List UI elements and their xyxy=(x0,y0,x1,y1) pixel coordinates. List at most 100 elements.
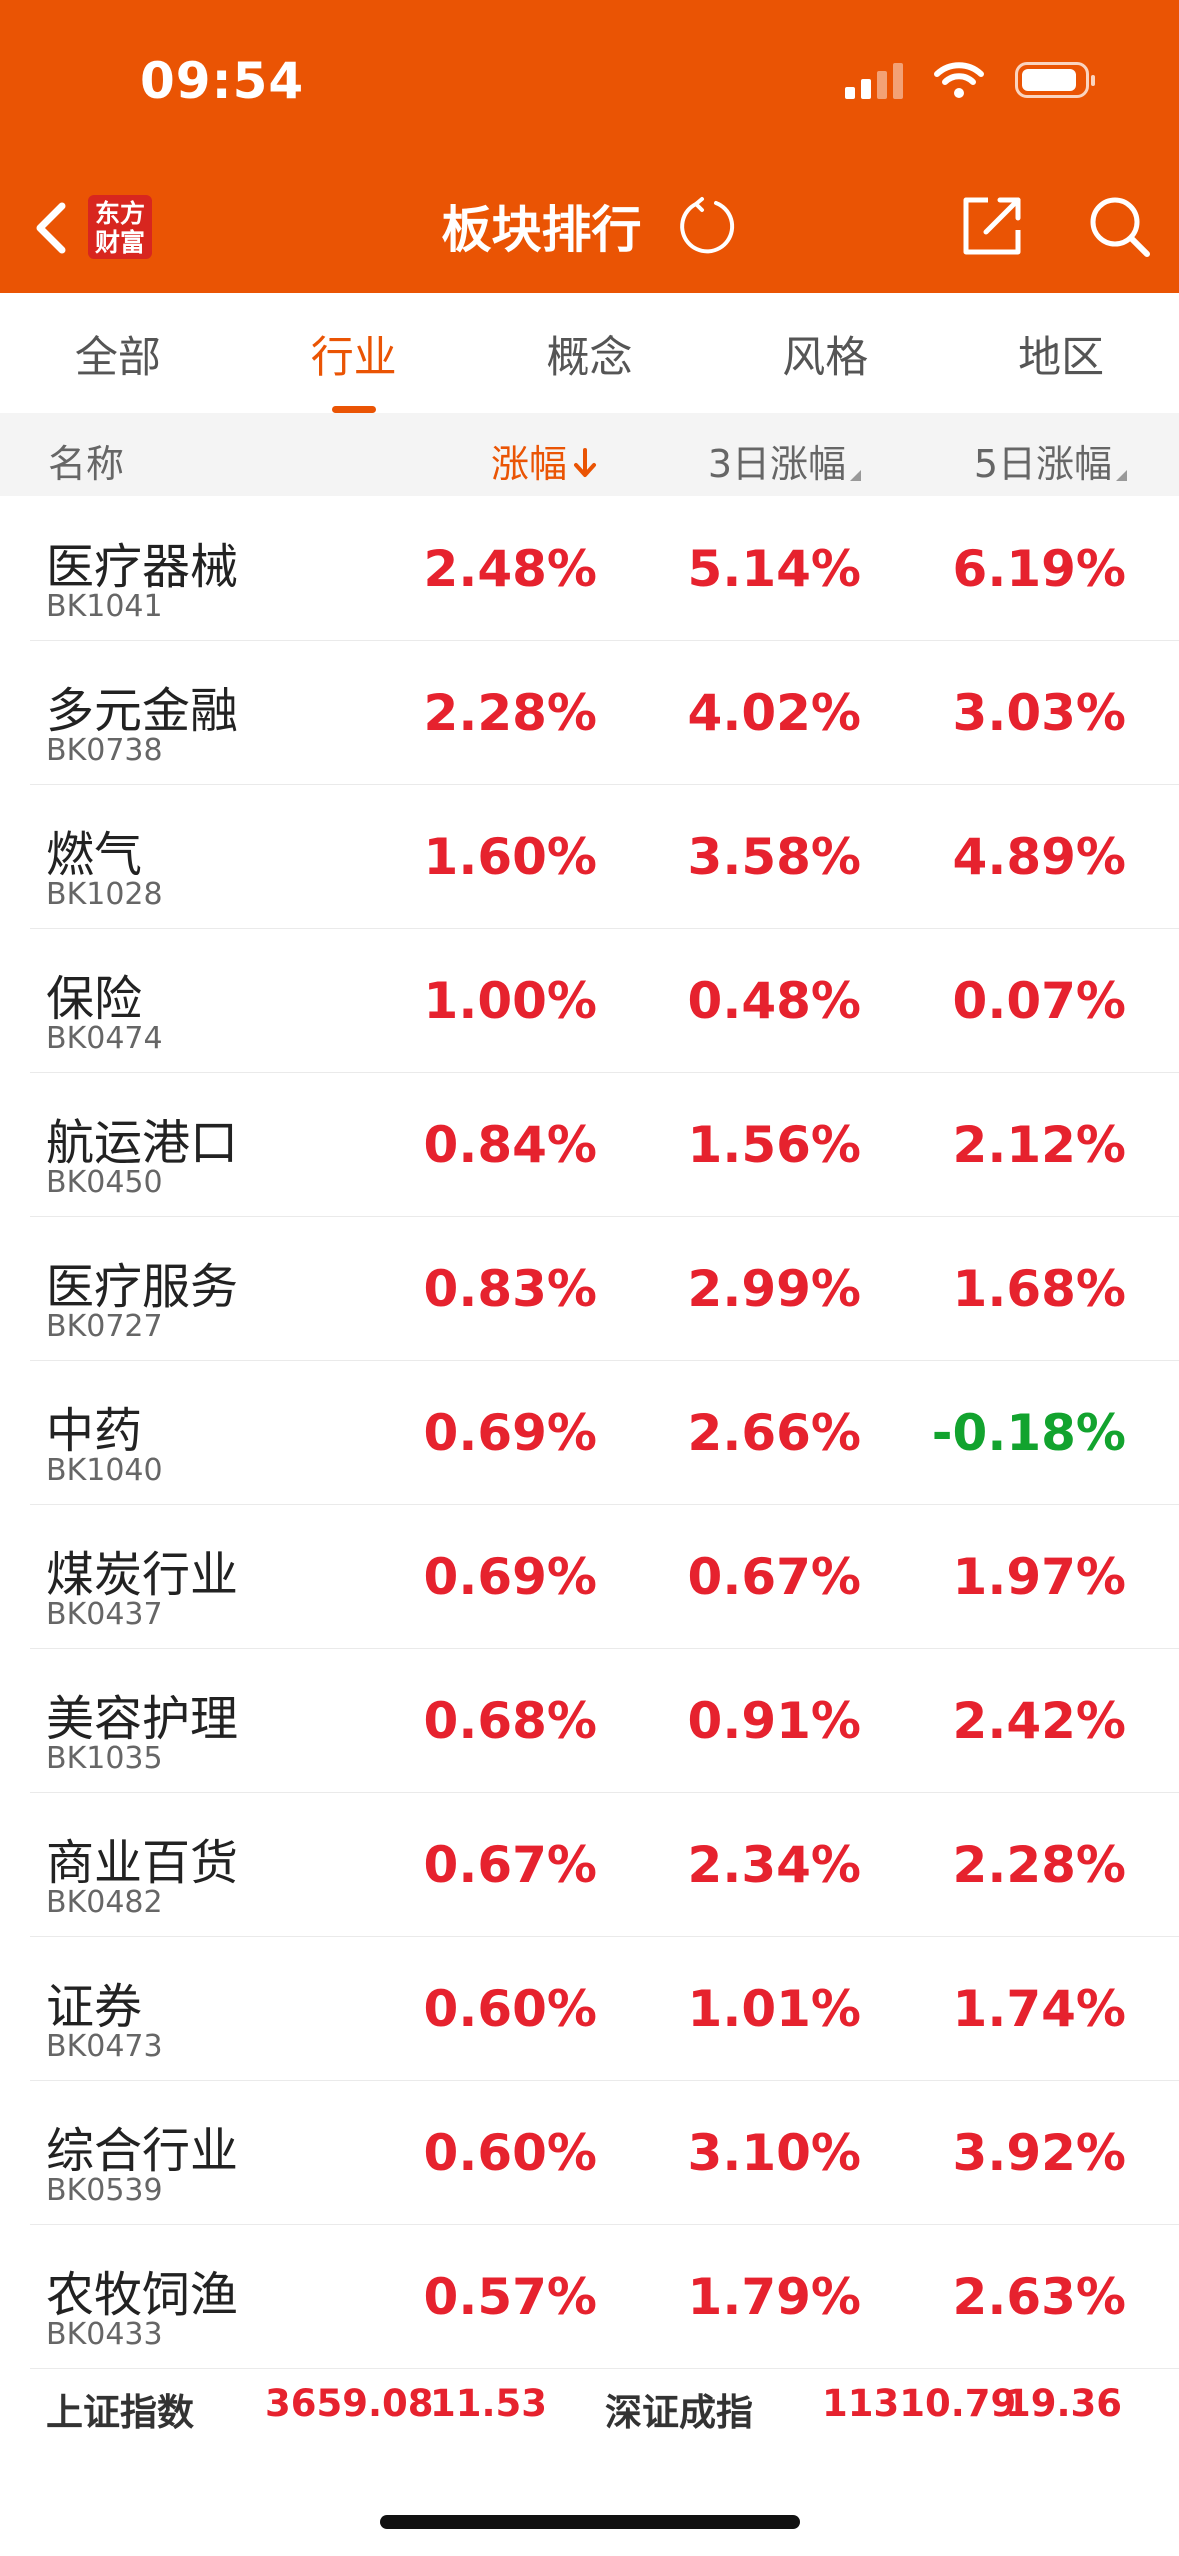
change-3d-value: 0.67% xyxy=(687,1548,861,1606)
column-3d-change-label: 3日涨幅 xyxy=(707,442,846,486)
change-value: 0.60% xyxy=(423,1980,597,2038)
sector-name: 医疗服务 xyxy=(46,1259,239,1315)
change-value: 0.67% xyxy=(423,1836,597,1894)
sector-code: BK0482 xyxy=(46,1885,163,1920)
sector-code: BK0474 xyxy=(46,1021,163,1056)
category-tabs: 全部 行业 概念 风格 地区 xyxy=(0,293,1179,413)
change-5d-value: 3.03% xyxy=(952,684,1126,742)
wifi-icon xyxy=(934,62,984,98)
app-logo[interactable]: 东方 财富 xyxy=(88,195,152,259)
table-row[interactable]: 综合行业 BK0539 0.60% 3.10% 3.92% xyxy=(0,2081,1179,2225)
sector-code: BK0437 xyxy=(46,1597,163,1632)
tab-style[interactable]: 风格 xyxy=(782,333,869,383)
change-value: 0.69% xyxy=(423,1404,597,1462)
column-header: 名称 涨幅 3日涨幅 5日涨幅 xyxy=(0,413,1179,496)
change-5d-value: 4.89% xyxy=(952,828,1126,886)
tab-all[interactable]: 全部 xyxy=(74,333,161,383)
change-5d-value: 2.42% xyxy=(952,1692,1126,1750)
sort-indicator-icon xyxy=(850,470,861,481)
change-value: 2.28% xyxy=(423,684,597,742)
change-value: 0.83% xyxy=(423,1260,597,1318)
sector-code: BK0473 xyxy=(46,2029,163,2064)
battery-icon xyxy=(1015,62,1095,98)
app-header: 09:54 东方 财富 板块排行 xyxy=(0,0,1179,293)
change-5d-value: -0.18% xyxy=(931,1404,1126,1462)
change-5d-value: 1.97% xyxy=(952,1548,1126,1606)
column-5d-change-header[interactable]: 5日涨幅 xyxy=(974,433,1127,488)
sector-code: BK0450 xyxy=(46,1165,163,1200)
sector-name: 多元金融 xyxy=(46,683,239,739)
table-row[interactable]: 燃气 BK1028 1.60% 3.58% 4.89% xyxy=(0,785,1179,929)
change-3d-value: 2.99% xyxy=(687,1260,861,1318)
change-3d-value: 2.34% xyxy=(687,1836,861,1894)
table-row[interactable]: 医疗器械 BK1041 2.48% 5.14% 6.19% xyxy=(0,497,1179,641)
sector-name: 农牧饲渔 xyxy=(46,2267,239,2323)
sector-name: 航运港口 xyxy=(46,1115,239,1171)
change-3d-value: 1.79% xyxy=(687,2268,861,2326)
sh-index-value: 3659.08 xyxy=(265,2382,434,2425)
refresh-icon[interactable] xyxy=(676,195,738,257)
table-row[interactable]: 航运港口 BK0450 0.84% 1.56% 2.12% xyxy=(0,1073,1179,1217)
change-5d-value: 0.07% xyxy=(952,972,1126,1030)
table-row[interactable]: 煤炭行业 BK0437 0.69% 0.67% 1.97% xyxy=(0,1505,1179,1649)
table-row[interactable]: 保险 BK0474 1.00% 0.48% 0.07% xyxy=(0,929,1179,1073)
sector-name: 中药 xyxy=(46,1403,143,1459)
sector-name: 保险 xyxy=(46,971,143,1027)
sort-down-icon xyxy=(574,448,596,477)
change-5d-value: 6.19% xyxy=(952,540,1126,598)
change-value: 0.60% xyxy=(423,2124,597,2182)
table-row[interactable]: 农牧饲渔 BK0433 0.57% 1.79% 2.63% xyxy=(0,2225,1179,2369)
table-row[interactable]: 美容护理 BK1035 0.68% 0.91% 2.42% xyxy=(0,1649,1179,1793)
sector-name: 综合行业 xyxy=(46,2123,239,2179)
change-value: 0.84% xyxy=(423,1116,597,1174)
sz-index-name: 深证成指 xyxy=(605,2391,753,2434)
table-row[interactable]: 证券 BK0473 0.60% 1.01% 1.74% xyxy=(0,1937,1179,2081)
column-change-header[interactable]: 涨幅 xyxy=(491,433,599,488)
change-5d-value: 2.63% xyxy=(952,2268,1126,2326)
tab-concept[interactable]: 概念 xyxy=(546,333,633,383)
table-row[interactable]: 多元金融 BK0738 2.28% 4.02% 3.03% xyxy=(0,641,1179,785)
change-5d-value: 2.28% xyxy=(952,1836,1126,1894)
back-icon[interactable] xyxy=(28,198,78,258)
sector-name: 商业百货 xyxy=(46,1835,239,1891)
sector-code: BK1041 xyxy=(46,589,163,624)
change-3d-value: 3.10% xyxy=(687,2124,861,2182)
index-ticker-bar[interactable]: 上证指数 3659.08 11.53 深证成指 11310.79 19.36 xyxy=(0,2370,1179,2440)
sh-index-name: 上证指数 xyxy=(46,2391,194,2434)
status-time: 09:54 xyxy=(140,52,305,110)
table-row[interactable]: 中药 BK1040 0.69% 2.66% -0.18% xyxy=(0,1361,1179,1505)
nav-title-bar: 板块排行 xyxy=(0,190,1179,262)
change-3d-value: 5.14% xyxy=(687,540,861,598)
change-3d-value: 1.01% xyxy=(687,1980,861,2038)
search-icon[interactable] xyxy=(1085,192,1155,262)
home-indicator[interactable] xyxy=(380,2515,800,2529)
sector-code: BK1035 xyxy=(46,1741,163,1776)
page-title: 板块排行 xyxy=(441,201,642,259)
table-row[interactable]: 医疗服务 BK0727 0.83% 2.99% 1.68% xyxy=(0,1217,1179,1361)
change-3d-value: 0.91% xyxy=(687,1692,861,1750)
change-3d-value: 2.66% xyxy=(687,1404,861,1462)
change-3d-value: 1.56% xyxy=(687,1116,861,1174)
sector-name: 美容护理 xyxy=(46,1691,239,1747)
sector-code: BK0738 xyxy=(46,733,163,768)
sector-name: 医疗器械 xyxy=(46,539,239,595)
table-row[interactable]: 商业百货 BK0482 0.67% 2.34% 2.28% xyxy=(0,1793,1179,1937)
tab-industry[interactable]: 行业 xyxy=(236,293,472,413)
sector-code: BK0539 xyxy=(46,2173,163,2208)
column-name-header: 名称 xyxy=(48,442,125,486)
change-3d-value: 3.58% xyxy=(687,828,861,886)
change-5d-value: 1.74% xyxy=(952,1980,1126,2038)
change-3d-value: 0.48% xyxy=(687,972,861,1030)
column-3d-change-header[interactable]: 3日涨幅 xyxy=(708,433,861,488)
tab-region[interactable]: 地区 xyxy=(1018,333,1105,383)
sz-index-value: 11310.79 xyxy=(822,2382,1017,2425)
column-5d-change-label: 5日涨幅 xyxy=(973,442,1112,486)
sector-name: 煤炭行业 xyxy=(46,1547,239,1603)
change-3d-value: 4.02% xyxy=(687,684,861,742)
sz-index-change: 19.36 xyxy=(1005,2382,1123,2425)
share-icon[interactable] xyxy=(958,192,1026,260)
column-change-label: 涨幅 xyxy=(490,442,567,486)
sector-list: 医疗器械 BK1041 2.48% 5.14% 6.19% 多元金融 BK073… xyxy=(0,497,1179,2369)
sector-code: BK1040 xyxy=(46,1453,163,1488)
sector-name: 证券 xyxy=(46,1979,143,2035)
